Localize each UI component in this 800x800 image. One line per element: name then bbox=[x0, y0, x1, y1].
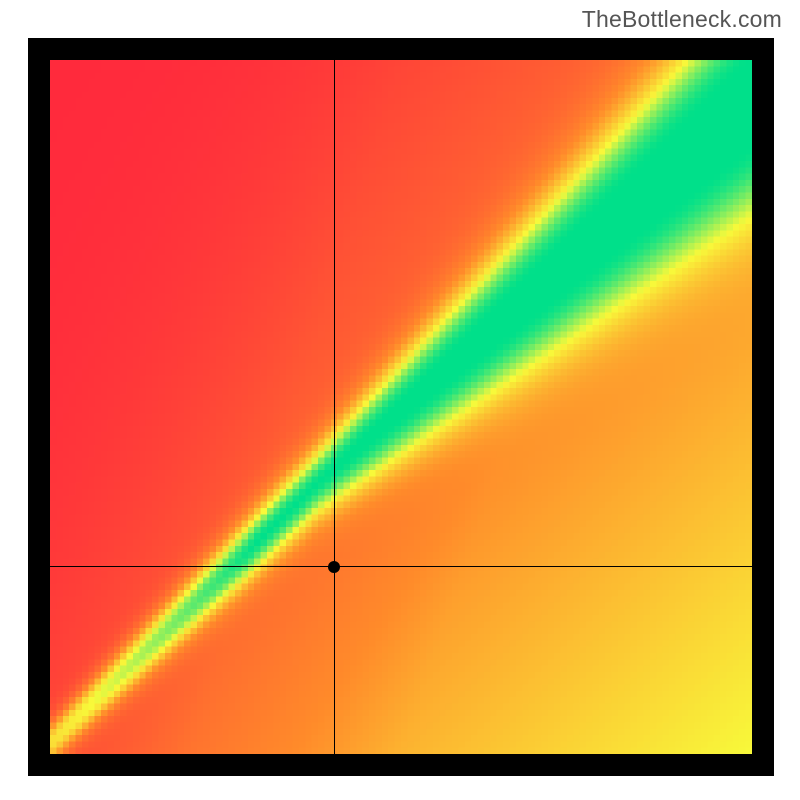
heatmap-canvas bbox=[50, 60, 752, 754]
watermark-text: TheBottleneck.com bbox=[582, 6, 782, 33]
marker-dot bbox=[328, 561, 340, 573]
crosshair-vertical bbox=[334, 60, 335, 754]
crosshair-horizontal bbox=[50, 566, 752, 567]
chart-container: TheBottleneck.com bbox=[0, 0, 800, 800]
